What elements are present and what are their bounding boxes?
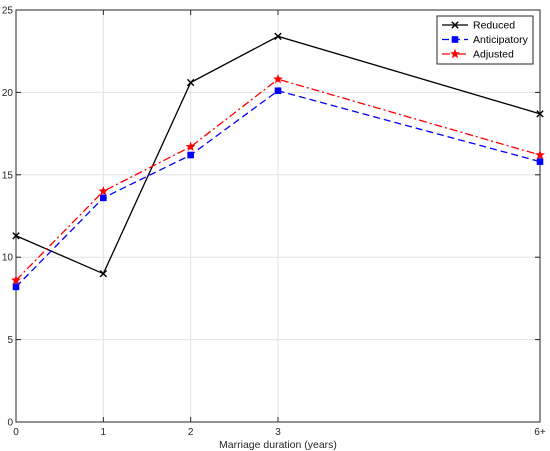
data-point-marker bbox=[98, 186, 109, 196]
series-line bbox=[15, 78, 541, 281]
x-tick-label: 3 bbox=[275, 427, 281, 438]
series-anticipatory bbox=[12, 87, 544, 291]
data-point-marker bbox=[274, 87, 282, 95]
data-point-marker bbox=[187, 151, 194, 159]
data-point-marker bbox=[273, 74, 283, 84]
data-point-marker bbox=[186, 78, 195, 87]
data-point-marker bbox=[12, 283, 20, 291]
y-tick-label: 5 bbox=[7, 335, 13, 346]
series-adjusted bbox=[11, 74, 545, 285]
data-point-marker bbox=[99, 269, 108, 278]
grid bbox=[15, 9, 541, 423]
data-point-marker bbox=[274, 32, 282, 41]
legend: Reduced Anticipatory Adjusted bbox=[436, 15, 534, 65]
legend-label: Reduced bbox=[473, 20, 515, 32]
x-tick-label: 2 bbox=[188, 427, 194, 438]
y-tick-label: 10 bbox=[2, 253, 14, 264]
legend-label: Anticipatory bbox=[473, 34, 529, 46]
data-point-marker bbox=[451, 36, 459, 43]
y-tick-label: 0 bbox=[7, 418, 13, 429]
data-point-marker bbox=[100, 194, 107, 202]
x-tick-label: 0 bbox=[13, 427, 19, 438]
x-tick-label: 6+ bbox=[534, 427, 546, 438]
y-tick-label: 20 bbox=[2, 88, 14, 99]
data-point-marker bbox=[185, 141, 196, 151]
data-point-marker bbox=[536, 110, 544, 118]
x-axis-title: Marriage duration (years) bbox=[219, 439, 337, 451]
axis-ticks: 0 1 2 3 6+ 0 5 10 15 20 25 bbox=[2, 6, 546, 439]
legend-label: Adjusted bbox=[473, 49, 514, 61]
y-tick-label: 15 bbox=[2, 170, 14, 181]
legend-item-anticipatory: Anticipatory bbox=[442, 34, 529, 46]
series-layer bbox=[11, 32, 545, 291]
data-point-marker bbox=[11, 275, 21, 285]
y-tick-label: 25 bbox=[2, 6, 14, 17]
data-point-marker bbox=[535, 149, 545, 160]
data-point-marker bbox=[536, 158, 544, 165]
legend-item-reduced: Reduced bbox=[442, 20, 515, 32]
data-point-marker bbox=[451, 21, 459, 29]
x-tick-label: 1 bbox=[101, 427, 107, 438]
legend-item-adjusted: Adjusted bbox=[442, 49, 514, 61]
data-point-marker bbox=[450, 48, 460, 59]
data-point-marker bbox=[12, 232, 20, 240]
series-reduced bbox=[12, 32, 544, 278]
